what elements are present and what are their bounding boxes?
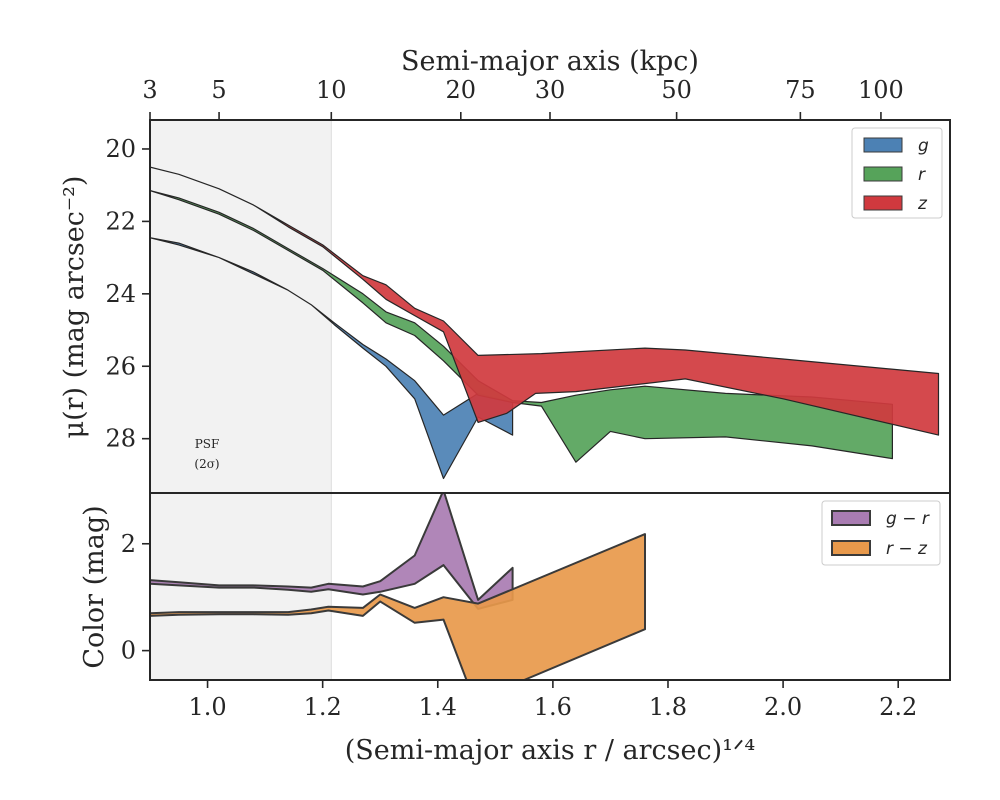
legend-swatch-z bbox=[863, 195, 903, 211]
top-axis-title: Semi-major axis (kpc) bbox=[401, 46, 699, 77]
bottom-x-tick-label: 1.6 bbox=[534, 693, 572, 721]
legend-swatch-g-r bbox=[831, 510, 871, 526]
psf-label-line1: PSF bbox=[195, 437, 220, 451]
bottom-x-axis-title: (Semi-major axis r / arcsec)¹ᐟ⁴ bbox=[345, 735, 755, 766]
color-bands bbox=[150, 493, 646, 680]
legend-label-g-r: g − r bbox=[886, 509, 930, 529]
kpc-tick-label: 5 bbox=[211, 76, 226, 104]
bottom-y-tick-label: 2 bbox=[121, 530, 136, 558]
bottom-y-ticks: 02 bbox=[121, 530, 150, 665]
legend-swatch-r-z bbox=[831, 540, 871, 556]
kpc-tick-label: 3 bbox=[142, 76, 157, 104]
legend-label-r-z: r − z bbox=[886, 539, 928, 559]
bottom-x-tick-label: 2.0 bbox=[764, 693, 802, 721]
kpc-tick-label: 10 bbox=[316, 76, 347, 104]
legend-label-z: z bbox=[917, 194, 928, 214]
legend-label-g: g bbox=[918, 136, 929, 156]
bottom-x-tick-label: 1.2 bbox=[304, 693, 342, 721]
kpc-tick-label: 30 bbox=[535, 76, 566, 104]
top-y-tick-label: 26 bbox=[105, 352, 136, 380]
band-r-z bbox=[150, 533, 646, 680]
top-y-tick-label: 28 bbox=[105, 425, 136, 453]
legend-label-r: r bbox=[918, 165, 926, 185]
band-z bbox=[150, 166, 940, 436]
kpc-tick-label: 100 bbox=[858, 76, 904, 104]
psf-label-line2: (2σ) bbox=[194, 457, 219, 471]
bottom-x-tick-label: 1.8 bbox=[649, 693, 687, 721]
bottom-x-tick-label: 1.4 bbox=[419, 693, 457, 721]
surface-brightness-bands bbox=[150, 166, 940, 480]
surface-brightness-panel: 20 22 24 26 28 3 5 10 20 30 50 75 100 Semi-major ax… bbox=[59, 46, 951, 494]
bottom-y-axis-title: Color (mag) bbox=[79, 505, 110, 668]
band-g bbox=[150, 237, 514, 480]
bottom-x-tick-label: 1.0 bbox=[188, 693, 226, 721]
top-kpc-axis-ticks: 3 5 10 20 30 50 75 100 bbox=[142, 76, 904, 120]
bottom-y-tick-label: 0 bbox=[121, 637, 136, 665]
top-y-tick-label: 24 bbox=[105, 280, 136, 308]
top-y-tick-label: 22 bbox=[105, 207, 136, 235]
color-panel: 02 1.0 1.2 1.4 1.6 1.8 2.0 2.2 (Semi-major axi… bbox=[79, 492, 951, 766]
kpc-tick-label: 75 bbox=[785, 76, 816, 104]
bottom-plot-frame bbox=[149, 492, 951, 681]
bottom-legend: g − r r − z bbox=[821, 500, 941, 566]
kpc-tick-label: 20 bbox=[446, 76, 477, 104]
top-legend: grz bbox=[851, 127, 943, 219]
bottom-x-tick-label: 2.2 bbox=[879, 693, 917, 721]
top-y-ticks: 20 22 24 26 28 bbox=[105, 135, 150, 453]
legend-swatch-g bbox=[863, 137, 903, 153]
top-y-tick-label: 20 bbox=[105, 135, 136, 163]
bottom-x-ticks: 1.0 1.2 1.4 1.6 1.8 2.0 2.2 bbox=[188, 680, 917, 721]
psf-shaded-region-top bbox=[150, 120, 332, 493]
legend-swatch-r bbox=[863, 166, 903, 182]
top-y-axis-title: μ(r) (mag arcsec⁻²) bbox=[59, 176, 90, 439]
band-r bbox=[150, 190, 893, 463]
kpc-tick-label: 50 bbox=[661, 76, 692, 104]
